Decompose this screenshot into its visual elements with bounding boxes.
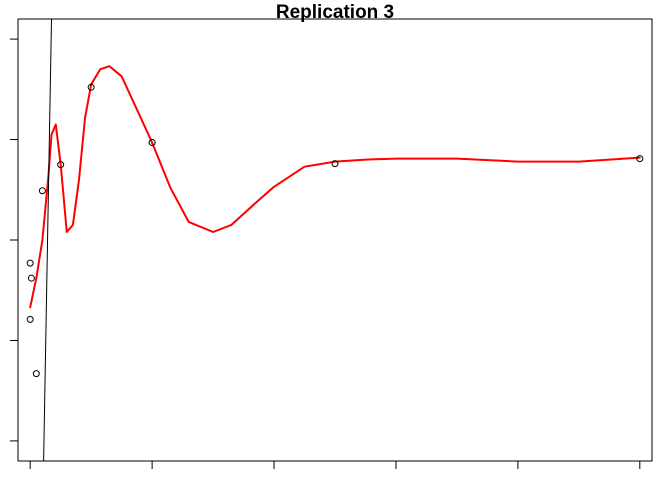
reference-line [43, 18, 52, 462]
chart-title: Replication 3 [276, 2, 394, 23]
data-point [57, 161, 65, 169]
data-point [32, 370, 40, 378]
data-point [87, 83, 95, 91]
data-point [331, 160, 339, 168]
fitted-curve [29, 65, 641, 309]
data-points [26, 83, 644, 378]
data-point [27, 274, 35, 282]
axes [10, 18, 653, 469]
series-lines [29, 18, 641, 462]
plot-frame [17, 18, 653, 462]
data-point [148, 139, 156, 147]
data-point [26, 259, 34, 267]
data-point [38, 187, 46, 195]
data-point [26, 315, 34, 323]
data-point [636, 155, 644, 163]
